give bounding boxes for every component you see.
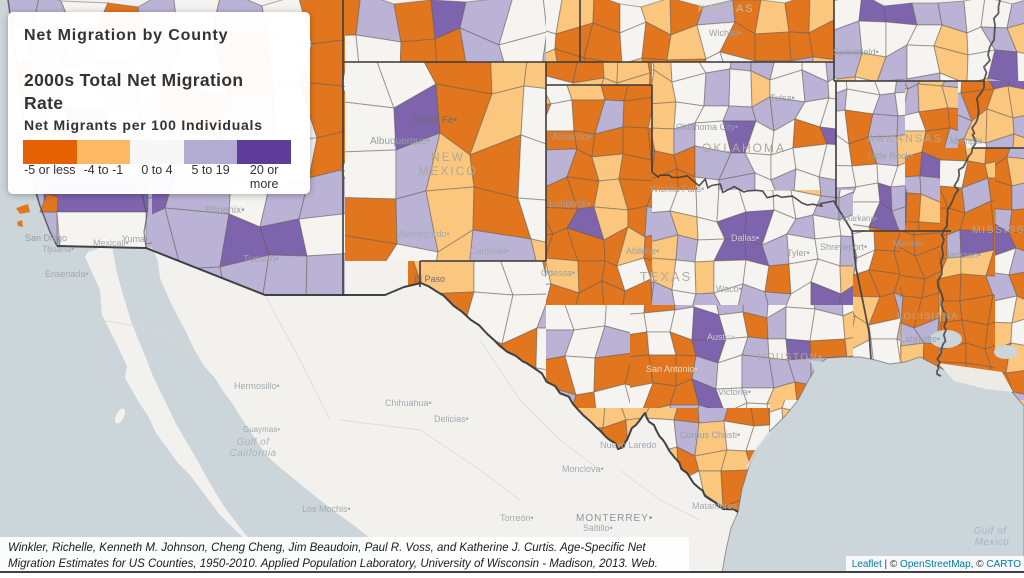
svg-text:Los Mochis•: Los Mochis•	[302, 504, 351, 514]
svg-text:Phoenix•: Phoenix•	[205, 205, 245, 216]
svg-text:Amarillo•: Amarillo•	[552, 132, 592, 143]
svg-text:Oklahoma City•: Oklahoma City•	[676, 122, 738, 132]
svg-text:Yuma•: Yuma•	[122, 234, 148, 244]
svg-text:Springfield•: Springfield•	[833, 47, 879, 57]
svg-text:San Antonio•: San Antonio•	[646, 364, 698, 374]
svg-text:Hermosillo•: Hermosillo•	[234, 381, 280, 391]
svg-text:Dallas•: Dallas•	[731, 233, 759, 243]
svg-text:California: California	[229, 448, 276, 459]
svg-text:LOUISIANA: LOUISIANA	[897, 311, 958, 322]
svg-text:Jackson•: Jackson•	[945, 250, 981, 260]
svg-text:Tijuana•: Tijuana•	[42, 244, 74, 254]
svg-text:HOUSTON•: HOUSTON•	[758, 352, 823, 363]
svg-text:Texarkana•: Texarkana•	[838, 214, 878, 223]
svg-text:Santa Fe•: Santa Fe•	[413, 115, 458, 126]
svg-text:ARKANSAS: ARKANSAS	[867, 133, 943, 145]
svg-text:MEXICO: MEXICO	[418, 164, 477, 178]
svg-text:MISSISSIPP: MISSISSIPP	[972, 224, 1024, 236]
svg-text:Torreón•: Torreón•	[500, 513, 534, 523]
svg-text:Lafayette•: Lafayette•	[900, 334, 940, 344]
svg-text:Lubbock•: Lubbock•	[549, 199, 591, 210]
svg-text:Odessa•: Odessa•	[541, 268, 575, 278]
svg-text:TEXAS: TEXAS	[640, 269, 693, 284]
svg-text:MONTERREY•: MONTERREY•	[576, 513, 653, 524]
svg-text:Guaymas•: Guaymas•	[243, 425, 280, 434]
svg-text:Mexico: Mexico	[975, 537, 1010, 548]
svg-text:NEW: NEW	[431, 150, 465, 164]
svg-text:Saltillo•: Saltillo•	[583, 523, 613, 533]
svg-text:San Diego: San Diego	[25, 233, 67, 243]
svg-text:Gulf of: Gulf of	[974, 526, 1008, 537]
svg-text:Nuevo Laredo: Nuevo Laredo	[600, 440, 657, 450]
svg-text:Wichita•: Wichita•	[709, 28, 742, 38]
svg-text:Ensenada•: Ensenada•	[45, 269, 89, 279]
svg-text:Waco•: Waco•	[716, 284, 742, 294]
svg-text:Memphi: Memphi	[950, 136, 982, 146]
svg-text:Wichita Falls•: Wichita Falls•	[650, 184, 704, 194]
svg-text:Shreveport•: Shreveport•	[820, 242, 867, 252]
svg-text:Victoria•: Victoria•	[718, 387, 751, 397]
svg-text:Chihuahua•: Chihuahua•	[385, 398, 432, 408]
svg-text:Monclova•: Monclova•	[562, 464, 604, 474]
svg-text:Alamogordo•: Alamogordo•	[398, 229, 450, 239]
svg-text:Carlsbad•: Carlsbad•	[470, 246, 509, 256]
svg-text:Tyler•: Tyler•	[787, 248, 810, 258]
svg-text:Abilene•: Abilene•	[626, 246, 659, 256]
svg-text:Albuquerque•: Albuquerque•	[370, 136, 431, 147]
svg-text:Mexicali•: Mexicali•	[93, 238, 129, 248]
svg-text:Matamoros: Matamoros	[692, 501, 738, 511]
svg-text:Monroe•: Monroe•	[893, 239, 923, 248]
svg-text:Corpus Christi•: Corpus Christi•	[680, 430, 740, 440]
svg-text:Tucson•: Tucson•	[243, 254, 279, 265]
svg-text:Gulf of: Gulf of	[237, 437, 271, 448]
svg-text:Austin•: Austin•	[707, 332, 735, 342]
svg-text:Tulsa•: Tulsa•	[770, 93, 795, 103]
svg-text:OKLAHOMA: OKLAHOMA	[702, 141, 786, 155]
svg-text:Delicias•: Delicias•	[434, 414, 469, 424]
svg-text:Little Rock•: Little Rock•	[868, 151, 913, 161]
svg-text:El Paso: El Paso	[414, 274, 445, 284]
svg-text:KANSAS: KANSAS	[698, 3, 755, 15]
